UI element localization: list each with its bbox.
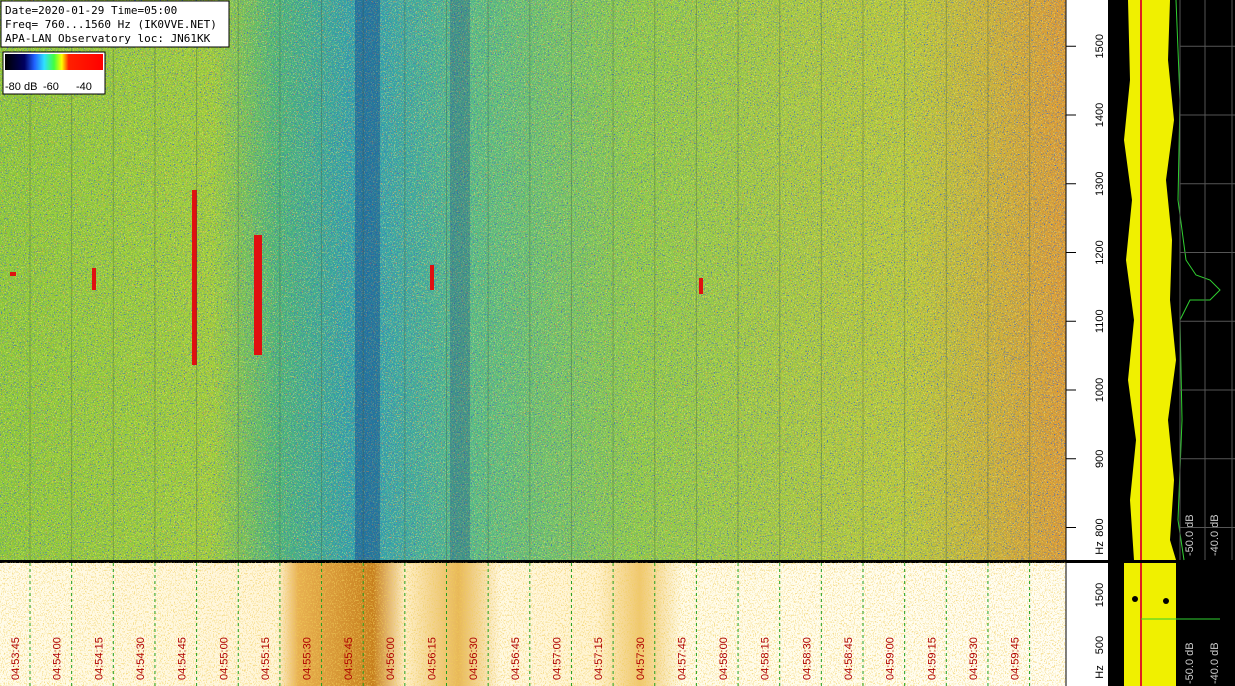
time-label: 04:53:45 [10,637,22,680]
noise-band [355,0,380,560]
meteor-echo [192,190,197,365]
time-label: 04:58:30 [801,637,813,680]
time-label: 04:58:45 [843,637,855,680]
spectrum-peak [1175,0,1221,561]
noise-band [450,0,470,560]
spectrum-trace [1124,0,1176,560]
spectrum-db-label: -40.0 dB [1209,514,1221,556]
lower-freq-label: Hz [1094,665,1106,678]
freq-tick-label: 1200 [1094,240,1106,264]
time-label: 04:59:15 [926,637,938,680]
colorbar-label: -80 dB [5,81,37,93]
freq-tick-label: 1400 [1094,103,1106,127]
freq-tick-label: 1100 [1094,309,1106,333]
meteor-echo [10,272,16,276]
freq-unit: Hz [1094,541,1106,554]
freq-tick-label: 1500 [1094,34,1106,58]
freq-tick-label: 1000 [1094,378,1106,402]
time-label: 04:56:15 [427,637,439,680]
db-labels: -50.0 dB -40.0 dB -50.0 dB -40.0 dB [1184,514,1221,684]
marker [1132,596,1138,602]
info-box [0,0,230,48]
marker [1163,598,1169,604]
time-label: 04:54:00 [52,637,64,680]
time-label: 04:55:00 [218,637,230,680]
time-grid [29,0,1031,560]
time-label: 04:59:30 [968,637,980,680]
meteor-echo [254,235,262,355]
time-label: 04:59:00 [885,637,897,680]
lower-db-label: -50.0 dB [1184,642,1196,684]
colorbar-label: -60 [43,81,59,93]
meteor-echo [430,265,434,290]
time-label: 04:58:00 [718,637,730,680]
lower-freq-label: 500 [1094,636,1106,654]
meteor-echo [699,278,703,294]
time-label: 04:57:00 [551,637,563,680]
spectrum-grid [1179,0,1233,560]
time-label: 04:55:15 [260,637,272,680]
freq-tick-label: 1300 [1094,172,1106,196]
lower-time-grid [29,563,1031,686]
info-line: Date=2020-01-29 Time=05:00 [5,4,177,17]
freq-tick-label: 900 [1094,450,1106,468]
time-label: 04:55:30 [302,637,314,680]
waterfall-noise [0,0,1066,560]
lower-freq-axis [1066,563,1108,686]
spectrum-db-label: -50.0 dB [1184,514,1196,556]
time-label: 04:56:45 [510,637,522,680]
time-label: 04:59:45 [1010,637,1022,680]
time-label: 04:57:15 [593,637,605,680]
lower-db-label: -40.0 dB [1209,642,1221,684]
colorbar-label: -40 [76,81,92,93]
time-label: 04:54:15 [93,637,105,680]
time-label: 04:55:45 [343,637,355,680]
lower-noise [0,563,1066,686]
time-label: 04:54:30 [135,637,147,680]
time-label: 04:56:00 [385,637,397,680]
freq-tick-label: 800 [1094,518,1106,536]
meteor-echo [92,268,96,290]
time-label: 04:57:45 [676,637,688,680]
info-line: APA-LAN Observatory loc: JN61KK [5,32,211,45]
freq-axis [1066,0,1108,560]
separator [0,560,1235,563]
time-label: 04:58:15 [760,637,772,680]
time-label: 04:54:45 [177,637,189,680]
lower-spectrum-trace [1124,563,1176,686]
lower-freq-label: 1500 [1094,583,1106,607]
colorbar [5,54,103,70]
time-label: 04:56:30 [468,637,480,680]
time-label: 04:57:30 [635,637,647,680]
info-line: Freq= 760...1560 Hz (IK0VVE.NET) [5,18,217,31]
